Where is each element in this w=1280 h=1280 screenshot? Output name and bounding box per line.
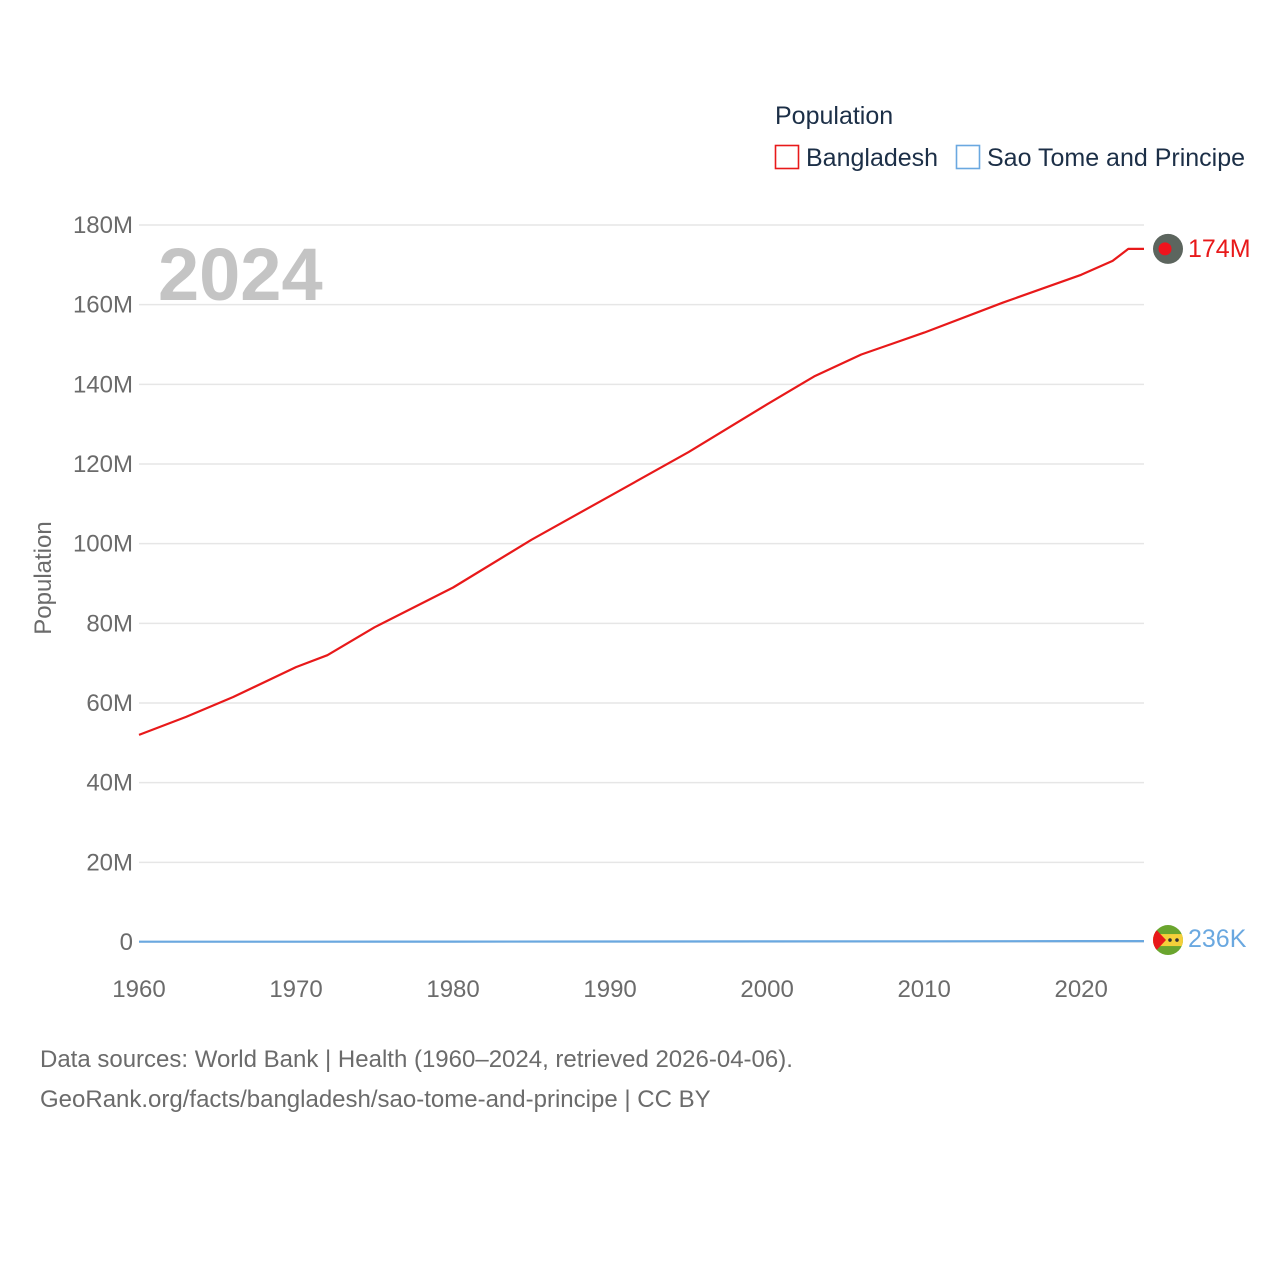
series-end-markers: 174M 236K — [1153, 233, 1251, 956]
y-tick-label: 180M — [73, 212, 133, 239]
x-tick-label: 2010 — [897, 976, 950, 1003]
legend-title: Population — [775, 102, 893, 130]
flag-star — [1168, 938, 1172, 942]
y-axis-tick-labels: 0 20M 40M 60M 80M 100M 120M 140M 160M 180M — [73, 212, 133, 956]
data-source-footer: Data sources: World Bank | Health (1960–… — [40, 1040, 1240, 1120]
x-axis-tick-labels: 1960 1970 1980 1990 2000 2010 2020 — [112, 976, 1108, 1003]
legend-swatch-bangladesh — [774, 144, 800, 170]
y-tick-label: 60M — [86, 690, 133, 717]
flag-of-sao-tome-and-principe-icon — [1153, 925, 1183, 956]
legend-label-sao-tome-and-principe: Sao Tome and Principe — [987, 144, 1245, 172]
x-tick-label: 1990 — [583, 976, 636, 1003]
y-tick-label: 0 — [120, 929, 133, 956]
end-label-bangladesh: 174M — [1188, 235, 1251, 263]
y-tick-label: 100M — [73, 531, 133, 558]
y-tick-label: 160M — [73, 292, 133, 319]
legend-item-sao-tome-and-principe[interactable]: Sao Tome and Principe — [955, 144, 1246, 172]
source-line: Data sources: World Bank | Health (1960–… — [40, 1046, 793, 1073]
gridlines — [139, 224, 1144, 943]
attribution-line: GeoRank.org/facts/bangladesh/sao-tome-an… — [40, 1086, 711, 1113]
y-axis-label: Population — [30, 521, 57, 634]
flag-star — [1175, 938, 1179, 942]
legend-label-bangladesh: Bangladesh — [806, 144, 938, 172]
y-tick-label: 80M — [86, 610, 133, 637]
legend-swatch-sao-tome-and-principe — [955, 144, 981, 170]
flag-of-bangladesh-icon — [1153, 233, 1183, 264]
y-tick-label: 120M — [73, 451, 133, 478]
y-tick-label: 40M — [86, 770, 133, 797]
flag-body — [1153, 925, 1183, 956]
flag-disc — [1158, 242, 1172, 256]
x-tick-label: 2000 — [740, 976, 793, 1003]
x-tick-label: 1960 — [112, 976, 165, 1003]
x-tick-label: 1970 — [269, 976, 322, 1003]
series-line-sao-tome-and-principe[interactable] — [139, 939, 1144, 943]
end-label-sao-tome-and-principe: 236K — [1188, 925, 1247, 953]
year-watermark: 2024 — [158, 233, 323, 316]
x-tick-label: 2020 — [1054, 976, 1107, 1003]
series-line-bangladesh[interactable] — [138, 247, 1144, 736]
x-tick-label: 1980 — [426, 976, 479, 1003]
y-tick-label: 20M — [86, 849, 133, 876]
series-lines — [138, 247, 1144, 943]
legend-item-bangladesh[interactable]: Bangladesh — [774, 144, 939, 172]
legend: Population Bangladesh Sao Tome and Princ… — [774, 102, 1246, 172]
y-tick-label: 140M — [73, 371, 133, 398]
